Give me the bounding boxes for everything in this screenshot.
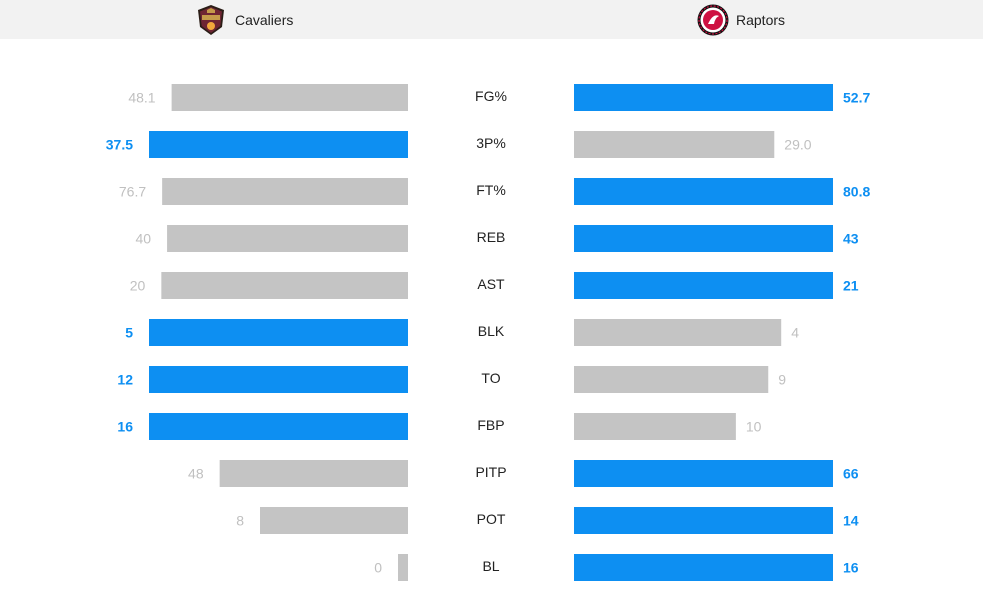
cavaliers-value-label: 76.7 (119, 184, 146, 200)
raptors-bar (574, 272, 833, 299)
cavaliers-value-label: 12 (117, 372, 133, 388)
raptors-value-label: 29.0 (784, 137, 811, 153)
cavaliers-value-label: 8 (236, 513, 244, 529)
cavaliers-value-label: 5 (125, 325, 133, 341)
cavaliers-value-label: 40 (135, 231, 151, 247)
raptors-value-label: 14 (843, 513, 859, 529)
cavaliers-value-label: 37.5 (106, 137, 133, 153)
category-label: REB (477, 229, 506, 245)
category-label: FT% (476, 182, 506, 198)
right-team: Raptors (697, 0, 785, 39)
cavaliers-value-label: 0 (374, 560, 382, 576)
cavaliers-bar (161, 272, 408, 299)
raptors-value-label: 43 (843, 231, 859, 247)
raptors-value-label: 16 (843, 560, 859, 576)
cavaliers-bar (149, 366, 408, 393)
category-label: FBP (477, 417, 504, 433)
raptors-bar (574, 507, 833, 534)
raptors-bar (574, 131, 775, 158)
cavaliers-bar (219, 460, 408, 487)
raptors-value-label: 52.7 (843, 90, 870, 106)
category-label: AST (477, 276, 505, 292)
raptors-value-label: 66 (843, 466, 859, 482)
cavaliers-value-label: 48 (188, 466, 204, 482)
cavaliers-bar (260, 507, 408, 534)
raptors-value-label: 21 (843, 278, 859, 294)
category-label: BL (482, 558, 499, 574)
raptors-value-label: 9 (778, 372, 786, 388)
left-team: Cavaliers (198, 0, 293, 39)
raptors-bar (574, 460, 833, 487)
cavaliers-bar (162, 178, 408, 205)
right-team-name: Raptors (736, 11, 786, 28)
raptors-bar (574, 84, 833, 111)
raptors-value-label: 80.8 (843, 184, 870, 200)
raptors-bar (574, 225, 833, 252)
raptors-value-label: 4 (791, 325, 799, 341)
cavaliers-bar (167, 225, 408, 252)
raptors-bar (574, 178, 833, 205)
raptors-bar (574, 554, 833, 581)
cavaliers-value-label: 20 (130, 278, 146, 294)
raptors-bar (574, 366, 769, 393)
cavaliers-bar (398, 554, 408, 581)
cavaliers-bar (149, 131, 408, 158)
left-team-name: Cavaliers (235, 11, 294, 28)
team-header: Cavaliers Raptors (0, 0, 983, 39)
category-label: TO (481, 370, 500, 386)
cavaliers-value-label: 48.1 (128, 90, 155, 106)
category-label: PITP (475, 464, 506, 480)
category-label: 3P% (476, 135, 506, 151)
category-label: POT (477, 511, 506, 527)
category-label: BLK (478, 323, 505, 339)
raptors-value-label: 10 (746, 419, 762, 435)
cavaliers-bar (149, 413, 408, 440)
cavaliers-bar (171, 84, 408, 111)
raptors-bar (574, 413, 736, 440)
category-label: FG% (475, 88, 507, 104)
raptors-logo-icon (697, 4, 729, 35)
raptors-bar (574, 319, 782, 346)
cavaliers-value-label: 16 (117, 419, 133, 435)
cavaliers-logo-icon (198, 4, 224, 35)
cavaliers-bar (149, 319, 408, 346)
